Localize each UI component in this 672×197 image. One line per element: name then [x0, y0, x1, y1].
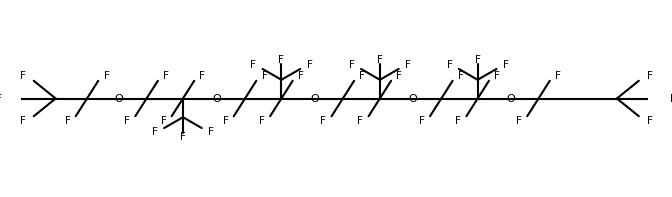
- Text: F: F: [419, 116, 425, 125]
- Text: F: F: [555, 72, 561, 81]
- Text: F: F: [278, 55, 284, 65]
- Text: F: F: [208, 127, 214, 137]
- Text: F: F: [494, 72, 500, 81]
- Text: F: F: [261, 72, 267, 81]
- Text: O: O: [212, 94, 221, 103]
- Text: F: F: [646, 72, 653, 81]
- Text: F: F: [250, 60, 256, 70]
- Text: F: F: [161, 116, 167, 125]
- Text: O: O: [114, 94, 123, 103]
- Text: F: F: [222, 116, 228, 125]
- Text: F: F: [646, 116, 653, 125]
- Text: F: F: [405, 60, 411, 70]
- Text: F: F: [200, 72, 206, 81]
- Text: F: F: [0, 94, 2, 103]
- Text: F: F: [456, 116, 461, 125]
- Text: F: F: [163, 72, 169, 81]
- Text: F: F: [396, 72, 403, 81]
- Text: F: F: [377, 55, 383, 65]
- Text: F: F: [321, 116, 327, 125]
- Text: F: F: [20, 72, 26, 81]
- Text: F: F: [503, 60, 509, 70]
- Text: F: F: [349, 60, 355, 70]
- Text: F: F: [360, 72, 365, 81]
- Text: F: F: [259, 116, 265, 125]
- Text: F: F: [671, 94, 672, 103]
- Text: F: F: [516, 116, 522, 125]
- Text: F: F: [20, 116, 26, 125]
- Text: F: F: [124, 116, 130, 125]
- Text: F: F: [180, 132, 186, 142]
- Text: F: F: [103, 72, 110, 81]
- Text: O: O: [310, 94, 319, 103]
- Text: O: O: [506, 94, 515, 103]
- Text: O: O: [409, 94, 417, 103]
- Text: F: F: [446, 60, 452, 70]
- Text: F: F: [65, 116, 71, 125]
- Text: F: F: [458, 72, 464, 81]
- Text: F: F: [306, 60, 312, 70]
- Text: F: F: [298, 72, 304, 81]
- Text: F: F: [152, 127, 158, 137]
- Text: F: F: [358, 116, 364, 125]
- Text: F: F: [474, 55, 480, 65]
